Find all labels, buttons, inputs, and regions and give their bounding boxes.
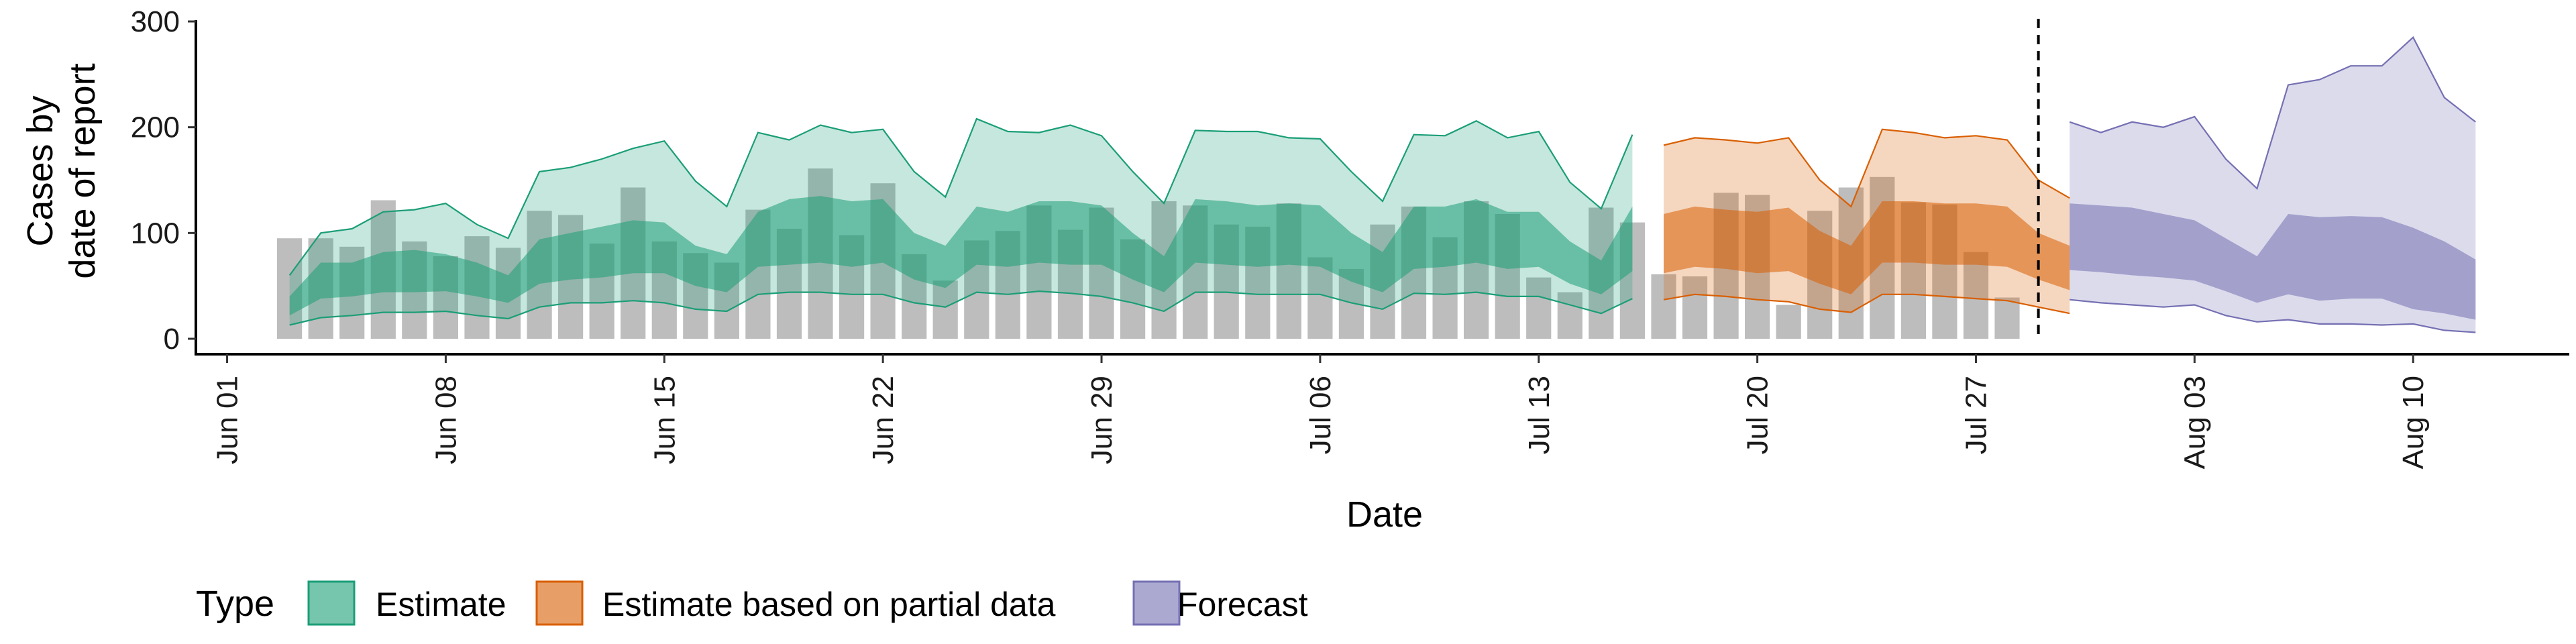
observed-bar [1963, 252, 1989, 339]
x-tick-label: Jun 01 [211, 376, 244, 464]
observed-bar [1776, 305, 1801, 339]
y-tick-label: 100 [131, 217, 180, 250]
y-tick-label: 300 [131, 5, 180, 38]
legend-label-estimate: Estimate [376, 586, 506, 623]
x-tick-label: Jul 13 [1523, 376, 1556, 454]
x-tick-label: Jun 08 [429, 376, 462, 464]
observed-bar [932, 280, 958, 339]
y-axis: 0 100 200 300 [131, 5, 197, 356]
forecast-upper-line [2069, 36, 2476, 191]
observed-bar [1307, 257, 1333, 339]
y-axis-title-line-1: Cases by [20, 95, 60, 246]
x-tick-label: Jun 22 [867, 376, 900, 464]
observed-bar [1994, 297, 2020, 339]
forecast-lower-line [2070, 299, 2476, 333]
y-axis-title-line-2: date of report [62, 63, 103, 278]
x-tick-label: Jun 15 [648, 376, 681, 464]
observed-bar [1682, 276, 1708, 339]
estimate-50-band [289, 196, 1633, 316]
legend-key-forecast [1132, 580, 1181, 626]
y-tick-label: 0 [164, 323, 180, 356]
x-tick-label: Aug 10 [2397, 376, 2430, 469]
estimate-based-on-partial-data-50-band [1664, 201, 2070, 294]
legend-title: Type [196, 584, 274, 624]
legend: Type Estimate Estimate based on partial … [196, 580, 1308, 626]
legend-label-partial: Estimate based on partial data [602, 586, 1056, 623]
legend-key-partial [535, 580, 584, 626]
x-axis: Jun 01 Jun 08 Jun 15 Jun 22 Jun 29 Jul 06 Jul … [196, 353, 2569, 469]
forecast-50-band [2070, 203, 2476, 320]
legend-key-estimate [307, 580, 356, 626]
x-tick-label: Jun 29 [1085, 376, 1118, 464]
estimate-lower-line [289, 290, 1633, 326]
x-axis-title: Date [1346, 494, 1423, 535]
observed-bar [1651, 274, 1676, 339]
estimate-based-on-partial-data-upper-line [1663, 128, 2070, 208]
observed-bar [1557, 292, 1582, 339]
x-tick-label: Aug 03 [2178, 376, 2211, 469]
estimate-based-on-partial-data-lower-line [1663, 293, 2070, 315]
y-tick-label: 200 [131, 111, 180, 144]
ribbons [288, 36, 2476, 333]
x-tick-label: Jul 20 [1741, 376, 1774, 454]
y-axis-title: Cases by date of report [20, 63, 103, 278]
observed-bar [1526, 277, 1552, 339]
estimate-upper-line [288, 117, 1633, 276]
x-tick-label: Jul 27 [1960, 376, 1993, 454]
legend-label-forecast: Forecast [1177, 586, 1308, 623]
x-tick-label: Jul 06 [1304, 376, 1337, 454]
